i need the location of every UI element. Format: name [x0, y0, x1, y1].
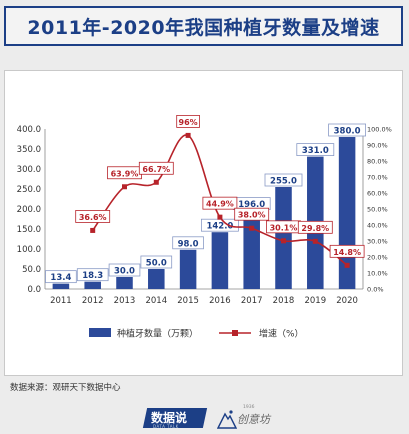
x-tick-label: 2014 — [145, 296, 167, 306]
bar-2017 — [243, 210, 260, 289]
bar-value-label: 255.0 — [270, 177, 297, 187]
y-right-tick-label: 20.0% — [367, 254, 388, 262]
bar-value-box — [108, 263, 141, 277]
x-tick-label: 2016 — [209, 296, 231, 306]
y-right-tick-label: 0.0% — [367, 286, 384, 294]
growth-marker-2020 — [344, 262, 350, 268]
y-right-tick-label: 40.0% — [367, 222, 388, 230]
y-right-tick-label: 30.0% — [367, 238, 388, 246]
chart-frame: 0.0 50.0 100.0 150.0 200.0 250.0 300.0 350.0 400… — [4, 70, 403, 376]
brand-logo: 1936 创意坊 — [216, 405, 287, 430]
y-right-tick-label: 10.0% — [367, 270, 388, 278]
y-left-tick-label: 300.0 — [17, 165, 41, 175]
bar-value-label: 13.4 — [50, 273, 71, 283]
y-right-tick-label: 70.0% — [367, 174, 388, 182]
y-left-tick-label: 250.0 — [17, 185, 41, 195]
x-tick-label: 2013 — [114, 296, 136, 306]
y-right-tick-label: 50.0% — [367, 206, 388, 214]
growth-marker-2013 — [122, 184, 127, 190]
bar-value-box — [172, 236, 204, 250]
growth-value-label: 66.7% — [142, 165, 170, 174]
bar-value-box — [296, 143, 335, 156]
bar-2015 — [179, 249, 197, 289]
title-banner: 2011年-2020年我国种植牙数量及增速 — [4, 6, 403, 46]
data-source: 数据来源：观研天下数据中心 — [10, 383, 121, 393]
x-tick-label: 2018 — [273, 296, 295, 306]
growth-value-label: 30.1% — [270, 223, 298, 232]
growth-value-box — [234, 207, 270, 221]
mountain-logo-icon — [216, 410, 238, 429]
bar-2012 — [84, 281, 101, 289]
growth-value-label: 36.6% — [79, 213, 107, 222]
logo-area: 数据说 DATA TALK 1936 创意坊 — [142, 405, 295, 432]
x-tick-label: 2011 — [50, 296, 72, 306]
growth-marker-2015 — [185, 132, 191, 138]
legend-bar-label: 种植牙数量（万颗） — [117, 328, 198, 340]
brand-logo-text: 创意坊 — [237, 413, 270, 426]
bar-value-box — [45, 270, 77, 284]
growth-marker-2012 — [90, 227, 96, 233]
growth-marker-2016 — [217, 214, 223, 220]
bar-value-label: 30.0 — [114, 267, 135, 277]
bar-2018 — [275, 187, 292, 289]
bar-value-label: 18.3 — [82, 271, 103, 281]
growth-value-label: 38.0% — [238, 211, 266, 220]
data-talk-logo-sub: DATA TALK — [153, 424, 179, 429]
chart: 0.0 50.0 100.0 150.0 200.0 250.0 300.0 350.0 400… — [17, 115, 392, 340]
y-left-tick-label: 100.0 — [17, 245, 41, 255]
bar-value-label: 50.0 — [146, 259, 167, 269]
x-tick-label: 2020 — [336, 296, 358, 306]
bar-2014 — [148, 269, 165, 289]
bar-2011 — [52, 283, 70, 289]
x-tick-label: 2012 — [82, 296, 104, 306]
y-left-tick-label: 150.0 — [17, 225, 41, 235]
growth-value-label: 96% — [179, 118, 198, 127]
legend-line-marker — [232, 330, 238, 336]
bar-value-box — [264, 173, 303, 187]
growth-value-label: 29.8% — [301, 224, 329, 233]
data-talk-logo-text: 数据说 — [151, 411, 188, 425]
growth-value-box — [297, 220, 333, 234]
bar-value-label: 142.0 — [206, 222, 233, 232]
growth-marker-2018 — [281, 238, 286, 244]
bar-value-label: 98.0 — [178, 239, 199, 249]
brand-logo-year: 1936 — [243, 405, 255, 410]
growth-value-label: 44.9% — [206, 200, 234, 209]
growth-value-box — [329, 244, 365, 258]
y-left-tick-label: 350.0 — [17, 145, 41, 155]
growth-value-box — [75, 210, 111, 223]
x-tick-label: 2017 — [241, 296, 263, 306]
growth-value-label: 63.9% — [111, 169, 139, 178]
x-tick-label: 2015 — [177, 296, 199, 306]
legend-bar-swatch — [89, 328, 111, 337]
growth-value-box — [176, 115, 200, 128]
bar-value-box — [140, 255, 173, 269]
growth-value-box — [138, 161, 174, 175]
growth-marker-2019 — [312, 238, 318, 244]
bar-value-box — [328, 123, 367, 137]
y-right-tick-label: 90.0% — [367, 142, 388, 150]
y-right-tick-label: 60.0% — [367, 190, 388, 198]
y-left-tick-label: 200.0 — [17, 205, 41, 215]
y-left-tick-label: 50.0 — [22, 265, 41, 275]
y-right-tick-label: 80.0% — [367, 158, 388, 166]
growth-value-label: 14.8% — [333, 248, 361, 257]
y-left-tick-label: 400.0 — [17, 125, 41, 135]
bar-2016 — [211, 232, 229, 289]
growth-value-box — [202, 196, 238, 210]
bar-2013 — [116, 277, 133, 289]
bar-value-label: 331.0 — [302, 146, 329, 156]
legend-line-label: 增速（%） — [259, 328, 304, 340]
x-tick-label: 2019 — [304, 296, 326, 306]
growth-marker-2017 — [249, 225, 255, 231]
bar-value-label: 196.0 — [238, 200, 265, 210]
growth-line — [92, 134, 348, 266]
growth-marker-2014 — [153, 179, 159, 185]
page-title: 2011年-2020年我国种植牙数量及增速 — [27, 16, 380, 39]
bar-value-box — [76, 268, 109, 282]
y-left-tick-label: 0.0 — [27, 285, 41, 295]
y-right-tick-label: 100.0% — [367, 126, 392, 134]
bar-value-label: 380.0 — [334, 127, 361, 137]
